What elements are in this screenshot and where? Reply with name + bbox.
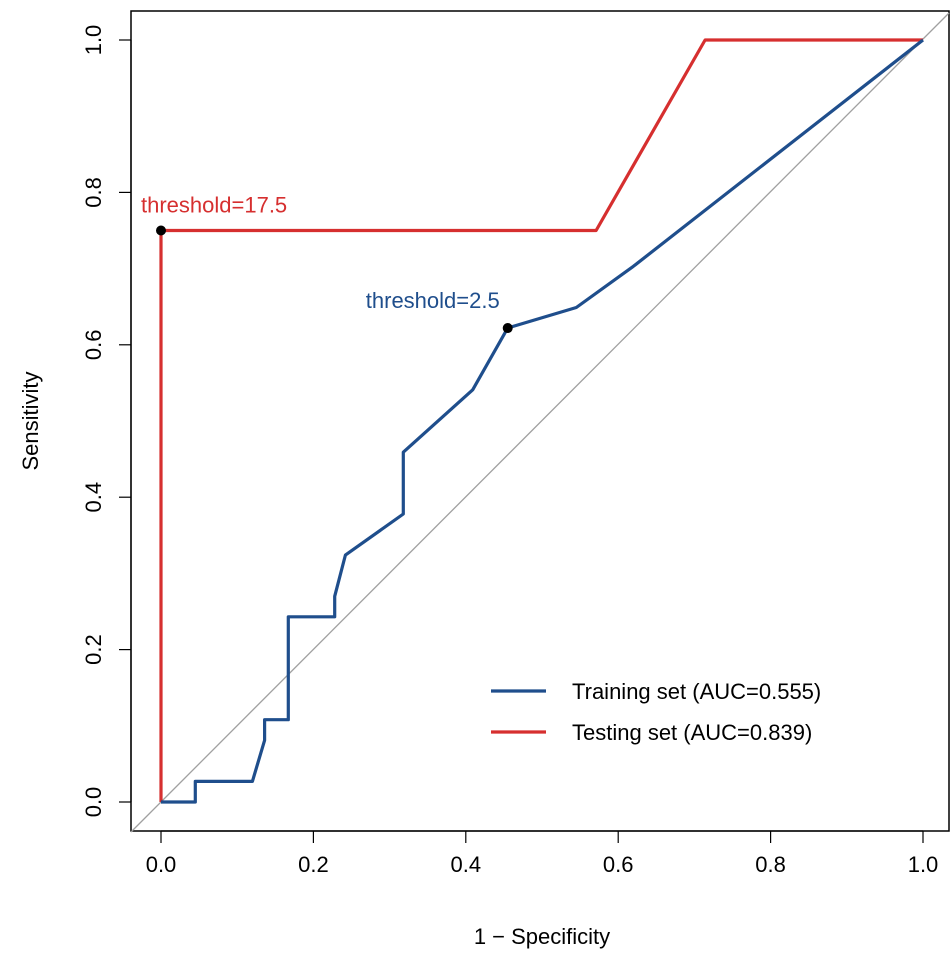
roc-curve-0 [161,38,924,804]
threshold-point-0 [502,323,513,334]
plot-frame [130,10,950,832]
x-tick-label: 0.2 [298,852,329,877]
diagonal-reference-line [130,12,950,833]
legend-label-0: Training set (AUC=0.555) [572,679,821,704]
series-group: threshold=2.5 threshold=17.5 [141,38,924,804]
threshold-point-1 [156,225,166,236]
y-axis-ticks: 0.0 0.2 0.4 0.6 0.8 1.0 [81,25,131,818]
y-tick-label: 0.2 [81,634,106,665]
y-tick-label: 0.0 [81,787,106,818]
y-axis-title: Sensitivity [18,371,43,470]
x-tick-label: 1.0 [908,852,939,877]
threshold-label-0: threshold=2.5 [366,288,500,313]
x-tick-label: 0.0 [146,852,177,877]
y-tick-label: 0.6 [81,330,106,361]
y-tick-label: 0.4 [81,482,106,513]
legend-label-1: Testing set (AUC=0.839) [572,720,812,745]
x-axis-ticks: 0.0 0.2 0.4 0.6 0.8 1.0 [146,831,939,877]
roc-curve-1 [159,38,923,802]
threshold-label-1: threshold=17.5 [141,193,287,218]
x-tick-label: 0.8 [755,852,786,877]
y-tick-label: 0.8 [81,177,106,208]
legend: Training set (AUC=0.555) Testing set (AUC… [491,679,821,745]
x-axis-title: 1 − Specificity [474,924,610,949]
x-tick-label: 0.4 [451,852,482,877]
y-tick-label: 1.0 [81,25,106,56]
x-tick-label: 0.6 [603,852,634,877]
